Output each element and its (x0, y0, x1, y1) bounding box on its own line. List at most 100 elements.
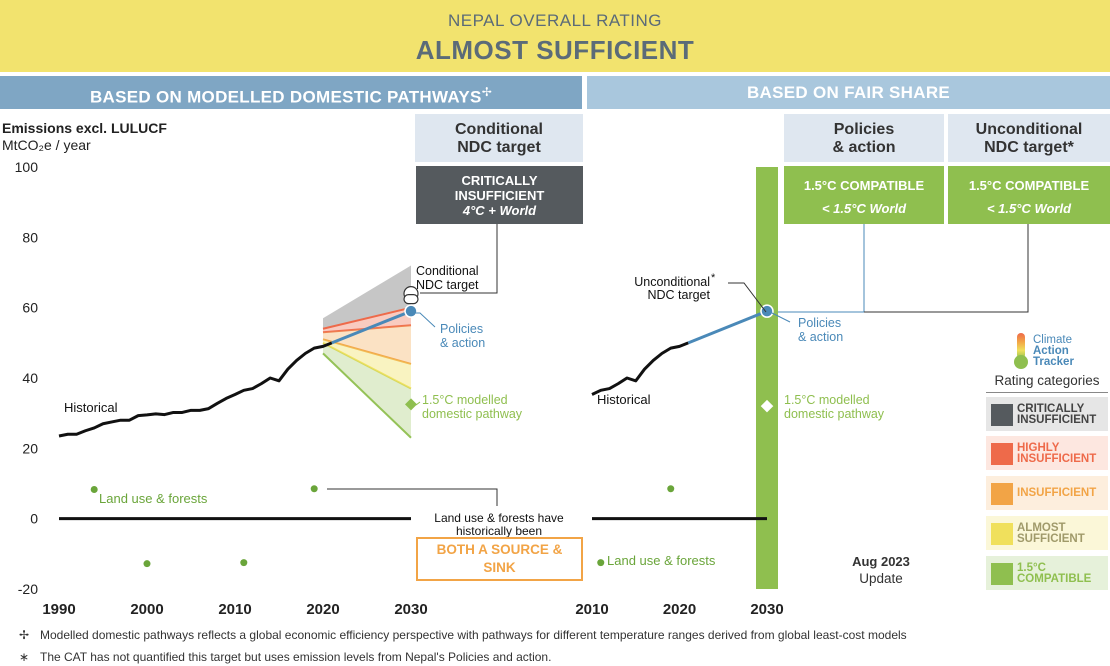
legend-label: HIGHLY INSUFFICIENT (1017, 442, 1096, 465)
overall-rating: ALMOST SUFFICIENT (415, 35, 695, 65)
section-fair-share: BASED ON FAIR SHARE (587, 76, 1110, 109)
land-use-point (310, 485, 318, 493)
y-axis-title: Emissions excl. LULUCF (2, 120, 167, 136)
rating-policies-label: 1.5°C COMPATIBLE (803, 178, 925, 193)
pathway-label-l2: domestic pathway (422, 407, 523, 421)
land-use-point (240, 559, 248, 567)
policies-label-l2: & action (440, 336, 485, 350)
policies-connector-left (410, 312, 436, 328)
legend-swatch (991, 523, 1013, 545)
rating-band (323, 342, 411, 438)
cat-logo: Climate Action Tracker (1033, 334, 1074, 368)
col-conditional-l1: Conditional (455, 121, 543, 138)
landuse-note-connector (327, 488, 498, 506)
landuse-label-right: Land use & forests (607, 553, 716, 568)
legend-title: Rating categories (994, 373, 1100, 388)
legend-swatch (991, 443, 1013, 465)
legend-swatch (991, 404, 1013, 426)
landuse-label-left: Land use & forests (99, 491, 208, 506)
banner-subtitle: NEPAL OVERALL RATING (447, 11, 663, 30)
x-tick-label: 2020 (663, 601, 696, 618)
land-use-point (90, 485, 98, 493)
x-tick-label: 2010 (575, 601, 608, 618)
footnote-1-mark: ✢ (19, 628, 30, 642)
logo-line1: Climate (1033, 334, 1072, 346)
col-unconditional-ndc: Unconditional NDC target* (948, 114, 1110, 162)
legend-label: INSUFFICIENT (1017, 487, 1097, 499)
data-point-marker (403, 294, 419, 305)
policies-rating-connector (778, 224, 865, 313)
y-tick-label: -20 (18, 581, 38, 597)
rating-band (323, 325, 411, 364)
col-conditional-ndc: Conditional NDC target (415, 114, 583, 162)
uncond-target-star: * (711, 272, 716, 284)
uncond-target-label-l2: NDC target (647, 288, 710, 302)
thermometer-icon (1013, 333, 1029, 369)
legend-label: ALMOST SUFFICIENT (1017, 522, 1085, 545)
legend-divider (986, 392, 1108, 393)
series-line (58, 341, 333, 438)
logo-line2: Action (1033, 345, 1069, 357)
policies-label-l1: Policies (440, 322, 483, 336)
legend-label-line: ALMOST (1017, 522, 1066, 534)
y-tick-label: 0 (30, 511, 38, 527)
update-date: Aug 2023 (852, 554, 910, 569)
rating-box-unconditional: 1.5°C COMPATIBLE < 1.5°C World (948, 166, 1110, 224)
legend-item: HIGHLY INSUFFICIENT (986, 436, 1108, 470)
rating-policies-temp: < 1.5°C World (821, 201, 907, 216)
data-point (759, 398, 775, 414)
pathway-label-l1: 1.5°C modelled (422, 393, 508, 407)
data-point (405, 398, 417, 411)
rating-band-edge (322, 338, 412, 365)
legend-swatch (991, 563, 1013, 585)
legend-item: CRITICALLY INSUFFICIENT (986, 397, 1108, 431)
x-tick-label: 2010 (218, 601, 251, 618)
legend-label: 1.5°C COMPATIBLE (1017, 562, 1092, 585)
footnote-2-mark: ∗ (19, 650, 30, 664)
pathway-connector-left (415, 401, 421, 406)
series-line (687, 309, 768, 345)
col-policies-l1: Policies (833, 121, 895, 138)
rating-band-edge (322, 341, 412, 390)
x-tick-label: 2030 (394, 601, 427, 618)
rating-box-policies: 1.5°C COMPATIBLE < 1.5°C World (784, 166, 944, 224)
landuse-note-l1: Land use & forests have (434, 511, 564, 525)
land-use-point (597, 559, 605, 567)
rating-conditional-l1: CRITICALLY (461, 173, 538, 188)
rating-unconditional-label: 1.5°C COMPATIBLE (968, 178, 1090, 193)
footnote-1-text: Modelled domestic pathways reflects a gl… (40, 628, 907, 642)
source-sink-l1: BOTH A SOURCE & (436, 542, 563, 557)
legend-label-line: COMPATIBLE (1017, 573, 1092, 585)
uncond-target-connector (728, 282, 767, 313)
y-tick-label: 20 (22, 440, 38, 456)
y-tick-label: 60 (22, 300, 38, 316)
rating-band-edge (322, 352, 412, 439)
series-line (591, 341, 689, 396)
rating-box-conditional: CRITICALLY INSUFFICIENT 4°C + World (416, 166, 583, 224)
legend-item: INSUFFICIENT (986, 476, 1108, 510)
policies-label-right-l1: Policies (798, 316, 841, 330)
x-tick-label: 2020 (306, 601, 339, 618)
legend-label: CRITICALLY INSUFFICIENT (1017, 403, 1097, 426)
section-modelled-pathways: BASED ON MODELLED DOMESTIC PATHWAYS✢ (0, 76, 582, 109)
legend-label-line: INSUFFICIENT (1017, 487, 1097, 499)
pathway-label-right-l1: 1.5°C modelled (784, 393, 870, 407)
rating-band-edge (322, 306, 412, 330)
data-point (760, 304, 774, 318)
legend-label-line: HIGHLY (1017, 442, 1060, 454)
policies-connector-right (769, 311, 791, 323)
pathway-label-right-l2: domestic pathway (784, 407, 885, 421)
series-line (331, 309, 412, 345)
historical-label-left: Historical (64, 400, 118, 415)
section-modelled-label: BASED ON MODELLED DOMESTIC PATHWAYS (89, 87, 482, 107)
col-unconditional-l1: Unconditional (975, 121, 1083, 138)
update-label: Update (859, 571, 903, 586)
legend-label-line: INSUFFICIENT (1017, 414, 1097, 426)
footnote-2-text: The CAT has not quantified this target b… (40, 650, 552, 664)
legend-label-line: SUFFICIENT (1017, 533, 1085, 545)
source-sink-l2: SINK (483, 560, 516, 575)
data-point (404, 304, 418, 318)
policies-label-right-l2: & action (798, 330, 843, 344)
col-policies-l2: & action (832, 139, 896, 156)
legend-item: 1.5°C COMPATIBLE (986, 556, 1108, 590)
